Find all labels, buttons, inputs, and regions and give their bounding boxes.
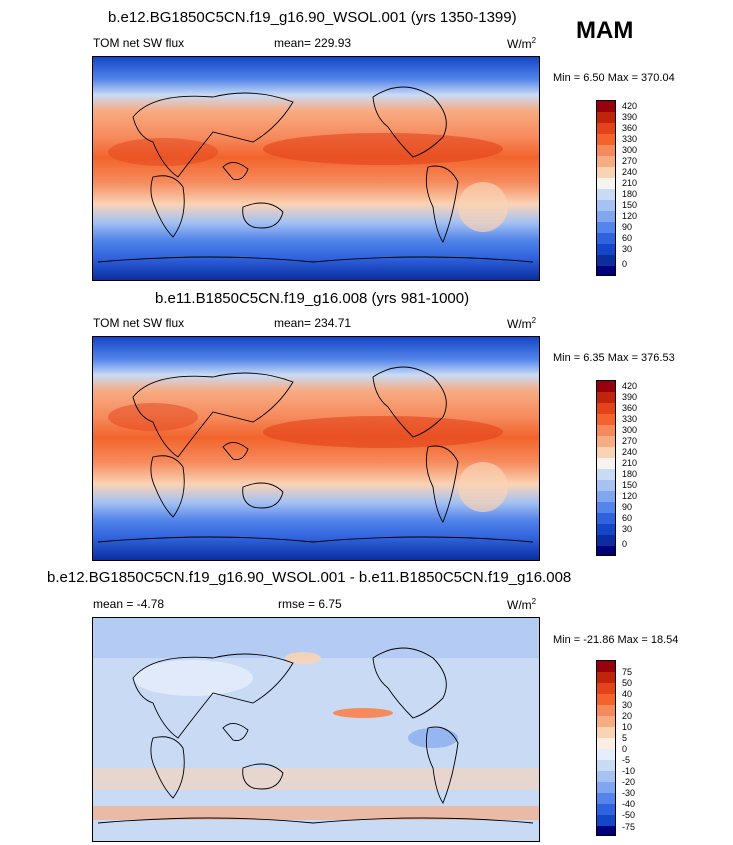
panel-3-map bbox=[92, 617, 540, 842]
panel-2-minmax: Min = 6.35 Max = 376.53 bbox=[553, 352, 675, 364]
panel-3-minmax: Min = -21.86 Max = 18.54 bbox=[553, 634, 679, 646]
panel-3-units: W/m2 bbox=[507, 597, 537, 612]
colorbar-tick: 90 bbox=[622, 502, 633, 512]
colorbar-tick: -20 bbox=[622, 777, 636, 787]
colorbar-tick: -10 bbox=[622, 766, 636, 776]
colorbar-tick: 40 bbox=[622, 689, 633, 699]
colorbar-tick: 180 bbox=[622, 469, 638, 479]
panel-1-variable-label: TOM net SW flux bbox=[93, 36, 185, 50]
colorbar-tick: -75 bbox=[622, 822, 636, 832]
colorbar-tick: 150 bbox=[622, 200, 638, 210]
colorbar-tick: 330 bbox=[622, 134, 638, 144]
panel-2-map bbox=[92, 336, 540, 561]
colorbar-tick: 10 bbox=[622, 722, 633, 732]
panel-1-minmax: Min = 6.50 Max = 370.04 bbox=[553, 72, 675, 84]
colorbar-tick: 60 bbox=[622, 513, 633, 523]
colorbar-tick: 240 bbox=[622, 447, 638, 457]
colorbar-tick: 300 bbox=[622, 145, 638, 155]
panel-1-coastlines bbox=[97, 86, 534, 263]
colorbar-tick: 75 bbox=[622, 667, 633, 677]
colorbar-tick: 360 bbox=[622, 123, 638, 133]
colorbar-tick: -40 bbox=[622, 799, 636, 809]
panel-1-mean-label: mean= 229.93 bbox=[274, 36, 352, 50]
panel-2-coastlines bbox=[97, 366, 534, 543]
season-label: MAM bbox=[576, 17, 634, 44]
colorbar-tick: 20 bbox=[622, 711, 633, 721]
panel-1-colorbar bbox=[596, 100, 616, 276]
colorbar-tick: 5 bbox=[622, 733, 628, 743]
colorbar-tick: 30 bbox=[622, 244, 633, 254]
colorbar-tick: 390 bbox=[622, 112, 638, 122]
colorbar-tick: 120 bbox=[622, 211, 638, 221]
panel-2-title: b.e11.B1850C5CN.f19_g16.008 (yrs 981-100… bbox=[155, 290, 470, 307]
panel-2-colorbar bbox=[596, 380, 616, 556]
colorbar-tick: 210 bbox=[622, 458, 638, 468]
colorbar-tick: 270 bbox=[622, 156, 638, 166]
colorbar-tick: 210 bbox=[622, 178, 638, 188]
panel-1-title: b.e12.BG1850C5CN.f19_g16.90_WSOL.001 (yr… bbox=[108, 9, 517, 26]
colorbar-tick: 330 bbox=[622, 414, 638, 424]
colorbar-tick: 180 bbox=[622, 189, 638, 199]
colorbar-tick: 0 bbox=[622, 744, 628, 754]
colorbar-tick: 90 bbox=[622, 222, 633, 232]
panel-2-variable-label: TOM net SW flux bbox=[93, 316, 185, 330]
colorbar-tick: 0 bbox=[622, 539, 628, 549]
colorbar-tick: 420 bbox=[622, 101, 638, 111]
colorbar-tick: 360 bbox=[622, 403, 638, 413]
panel-3-rmse-label: rmse = 6.75 bbox=[278, 597, 342, 611]
colorbar-tick: 240 bbox=[622, 167, 638, 177]
colorbar-tick: 420 bbox=[622, 381, 638, 391]
panel-1-map bbox=[92, 56, 540, 281]
colorbar-tick: 150 bbox=[622, 480, 638, 490]
colorbar-tick: 300 bbox=[622, 425, 638, 435]
colorbar-tick: 390 bbox=[622, 392, 638, 402]
colorbar-tick: 270 bbox=[622, 436, 638, 446]
colorbar-tick: -30 bbox=[622, 788, 636, 798]
panel-2-units: W/m2 bbox=[507, 316, 537, 331]
panel-1-units: W/m2 bbox=[507, 36, 537, 51]
colorbar-tick: 120 bbox=[622, 491, 638, 501]
colorbar-tick: 0 bbox=[622, 259, 628, 269]
panel-3-mean-label: mean = -4.78 bbox=[93, 597, 165, 611]
colorbar-tick: -5 bbox=[622, 755, 631, 765]
panel-3-title: b.e12.BG1850C5CN.f19_g16.90_WSOL.001 - b… bbox=[47, 569, 572, 586]
colorbar-tick: 30 bbox=[622, 524, 633, 534]
colorbar-tick: 50 bbox=[622, 678, 633, 688]
colorbar-tick: 30 bbox=[622, 700, 633, 710]
colorbar-tick: 60 bbox=[622, 233, 633, 243]
panel-3-coastlines bbox=[97, 647, 534, 824]
panel-2-mean-label: mean= 234.71 bbox=[274, 316, 352, 330]
colorbar-tick: -50 bbox=[622, 810, 636, 820]
panel-3-colorbar bbox=[596, 660, 616, 836]
